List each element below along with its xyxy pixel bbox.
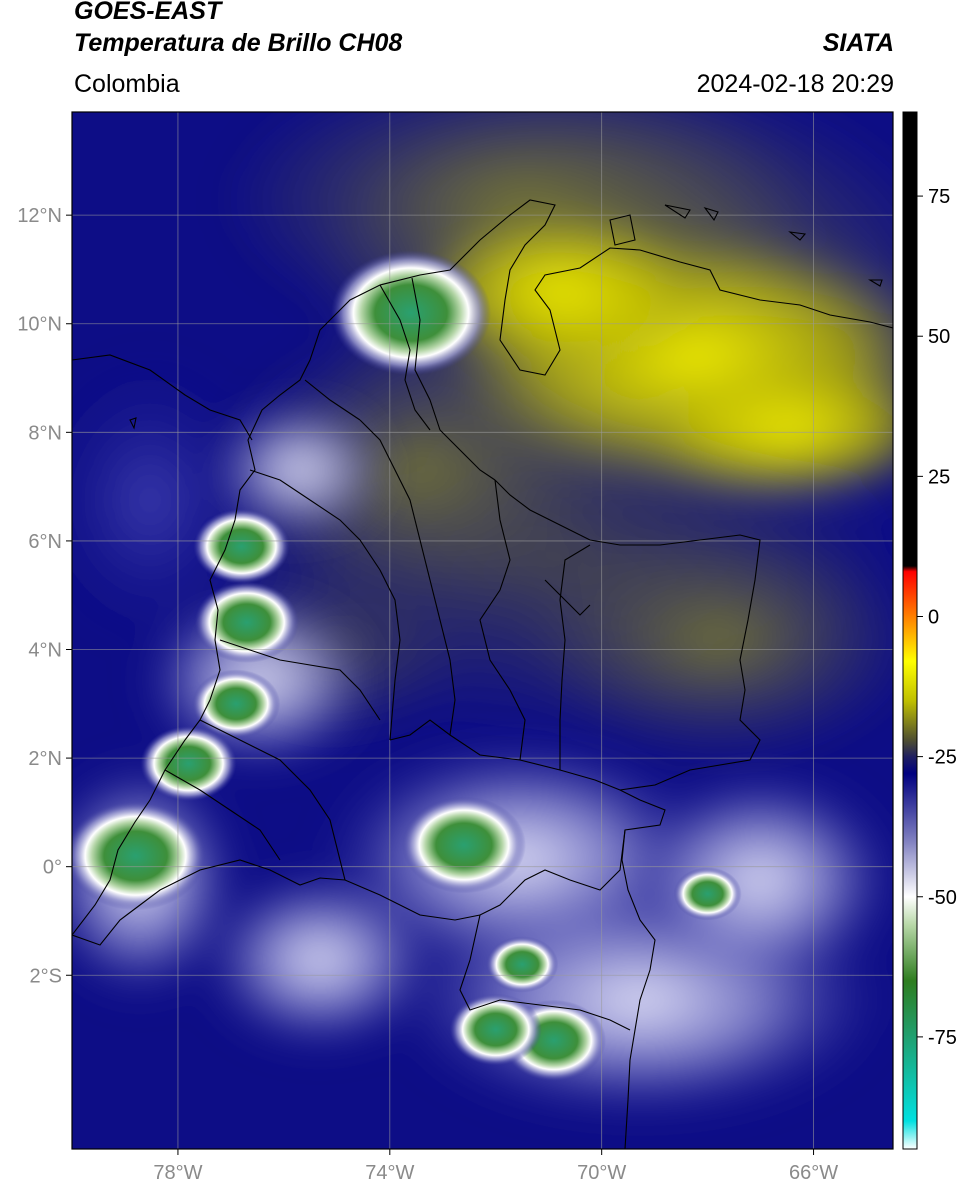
cloud-top-cauca-coast [192,669,281,739]
axis-ticks: 78°W 74°W 70°W 66°W 12°N 10°N 8°N 6°N 4°N 2°N 0° 2°… [17,205,838,1184]
cloud-top-caqueta [401,796,526,894]
graticule [72,112,893,1149]
tick-label-lat: 2°S [30,965,62,987]
cloud-top-amazonas-east [486,936,559,993]
tick-label-lat: 2°N [28,748,62,770]
colorbar-tick-label: 75 [928,186,950,208]
tick-label-lat: 6°N [28,531,62,553]
colorbar-tick-label: 0 [928,606,939,628]
organization-label: SIATA [822,29,894,57]
region-label: Colombia [74,70,180,98]
colorbar-tick-label: 50 [928,326,950,348]
cloud-top-choco-north [193,508,290,584]
tick-label-lat: 4°N [28,640,62,662]
tick-label-lat: 0° [43,857,62,879]
map-frame [71,111,894,1150]
timestamp-label: 2024-02-18 20:29 [696,70,894,98]
convective-cloud-tops [72,250,742,1081]
colorbar-tick-label: -50 [928,887,957,909]
tick-label-lon: 70°W [577,1162,626,1184]
tick-label-lon: 74°W [365,1162,414,1184]
satellite-field [72,112,893,1149]
tick-label-lon: 66°W [789,1162,838,1184]
tick-label-lat: 10°N [17,314,62,336]
satellite-title: GOES-EAST [74,0,222,25]
colorbar-tick-label: -75 [928,1027,957,1049]
cloud-top-brazil-east [673,867,742,921]
colorbar: 75 50 25 0 -25 -50 -75 [902,111,957,1150]
cloud-top-narino-coast [140,726,237,801]
cloud-top-la-guajira-cluster [330,250,491,376]
tick-label-lon: 78°W [153,1162,202,1184]
product-title: Temperatura de Brillo CH08 [74,29,403,57]
tick-label-lat: 8°N [28,422,62,444]
cloud-top-choco-central [194,581,299,663]
cloud-top-ecuador-coast [72,801,206,911]
colorbar-tick-label: 25 [928,466,950,488]
colorbar-tick-label: -25 [928,747,957,769]
cloud-top-peru-border [449,993,542,1066]
coastline-and-borders [72,199,893,1149]
tick-label-lat: 12°N [17,205,62,227]
